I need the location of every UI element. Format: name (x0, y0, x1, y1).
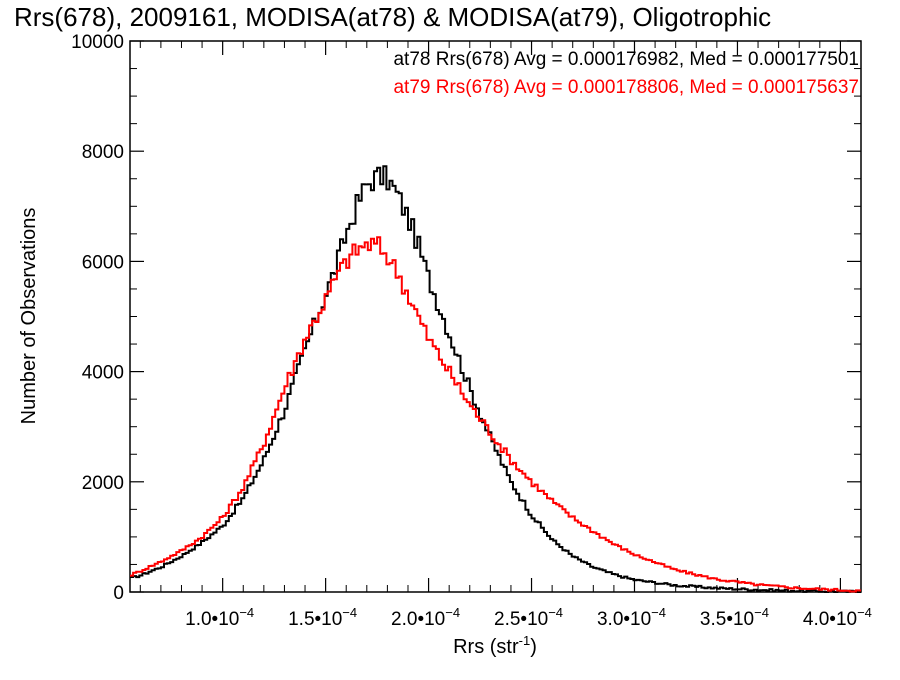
y-tick-label: 2000 (82, 473, 124, 494)
x-tick-label-exponent: −4 (857, 605, 872, 620)
y-tick-label: 8000 (82, 142, 124, 163)
x-tick-label-mantissa: 3.0•10 (597, 609, 651, 630)
y-tick-label: 6000 (82, 252, 124, 273)
x-tick-label-mantissa: 2.0•10 (391, 609, 445, 630)
x-tick-label: 2.0•10−4 (391, 605, 460, 630)
x-tick-label: 2.5•10−4 (494, 605, 563, 630)
x-tick-label-exponent: −4 (445, 605, 460, 620)
x-tick-label-mantissa: 3.5•10 (700, 609, 754, 630)
y-axis-title: Number of Observations (18, 208, 40, 425)
annotation-at78: at78 Rrs(678) Avg = 0.000176982, Med = 0… (393, 49, 859, 70)
x-tick-label: 1.5•10−4 (288, 605, 357, 630)
x-tick-label-mantissa: 2.5•10 (494, 609, 548, 630)
plot-frame (129, 40, 862, 593)
annotation-at79: at79 Rrs(678) Avg = 0.000178806, Med = 0… (393, 77, 859, 98)
y-tick-label: 0 (113, 583, 124, 604)
y-tick-label: 4000 (82, 363, 124, 384)
x-tick-label-exponent: −4 (754, 605, 769, 620)
x-tick-label-exponent: −4 (651, 605, 666, 620)
series-layer (130, 165, 861, 593)
x-axis-title-tail: ) (530, 636, 537, 658)
x-tick-label-mantissa: 1.0•10 (185, 609, 239, 630)
x-tick-label: 3.5•10−4 (700, 605, 769, 630)
x-tick-label-exponent: −4 (548, 605, 563, 620)
x-axis-title-exponent: -1 (519, 633, 531, 648)
x-axis-title: Rrs (str-1) (453, 633, 537, 658)
x-tick-label-exponent: −4 (239, 605, 254, 620)
y-tick-label: 10000 (71, 32, 124, 53)
series-at79-histogram (130, 236, 861, 593)
x-tick-label: 1.0•10−4 (185, 605, 254, 630)
x-tick-label: 4.0•10−4 (803, 605, 872, 630)
x-axis-title-main: Rrs (str (453, 636, 519, 658)
x-tick-label-mantissa: 4.0•10 (803, 609, 857, 630)
chart-title: Rrs(678), 2009161, MODISA(at78) & MODISA… (14, 2, 771, 32)
x-tick-label-exponent: −4 (342, 605, 357, 620)
series-at78-histogram (130, 165, 861, 593)
x-tick-label-mantissa: 1.5•10 (288, 609, 342, 630)
x-tick-label: 3.0•10−4 (597, 605, 666, 630)
